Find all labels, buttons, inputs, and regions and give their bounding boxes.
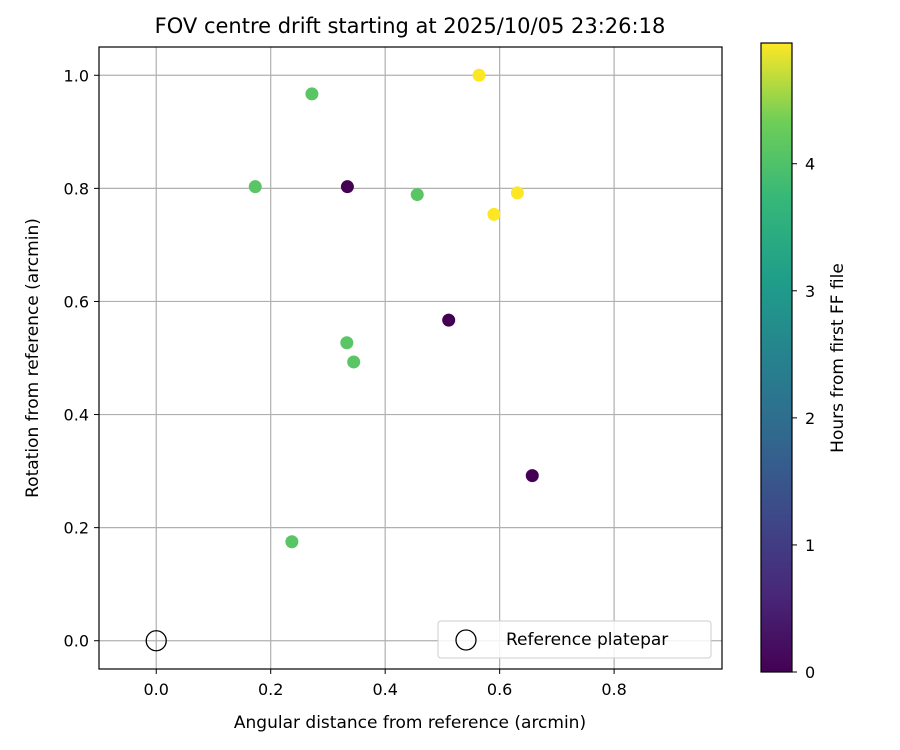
x-tick-label: 0.4 [372,680,397,699]
legend-box [437,620,712,659]
data-point [347,355,361,369]
reference-marker [145,630,167,652]
data-point [340,336,354,350]
data-points [248,68,539,549]
colorbar-ticks: 0 1 2 3 4 [792,155,815,682]
colorbar-tick-label: 0 [805,663,815,682]
y-tick-label: 0.2 [64,519,89,538]
data-point [525,469,539,483]
plot-frame [98,46,723,670]
data-point [442,313,456,327]
legend: Reference platepar [437,620,712,659]
colorbar-tick-label: 3 [805,282,815,301]
x-axis-label: Angular distance from reference (arcmin) [234,713,586,733]
data-point [285,535,299,549]
data-point [487,207,501,221]
grid-lines [99,47,722,669]
data-point [510,186,524,200]
y-axis-ticks: 0.0 0.2 0.4 0.6 0.8 1.0 [64,66,99,651]
legend-marker [455,629,477,651]
y-tick-label: 0.6 [64,292,89,311]
x-tick-label: 0.2 [258,680,283,699]
y-axis-label: Rotation from reference (arcmin) [23,218,43,498]
colorbar-tick-label: 1 [805,536,815,555]
x-tick-label: 0.6 [487,680,512,699]
y-tick-label: 0.4 [64,406,89,425]
y-tick-label: 0.8 [64,179,89,198]
x-tick-label: 0.0 [144,680,169,699]
data-point [410,188,424,202]
colorbar-tick-label: 4 [805,155,815,174]
colorbar-tick-label: 2 [805,409,815,428]
y-tick-label: 0.0 [64,632,89,651]
data-point [472,68,486,82]
x-axis-ticks: 0.0 0.2 0.4 0.6 0.8 [144,669,627,699]
y-tick-label: 1.0 [64,66,89,85]
colorbar-label: Hours from first FF file [828,263,848,453]
colorbar [760,42,793,673]
reference-marker-group [145,630,167,652]
data-point [248,180,262,194]
x-tick-label: 0.8 [601,680,626,699]
data-point [305,87,319,101]
data-point [340,180,354,194]
legend-label: Reference platepar [506,630,668,650]
chart-title: FOV centre drift starting at 2025/10/05 … [155,14,666,38]
